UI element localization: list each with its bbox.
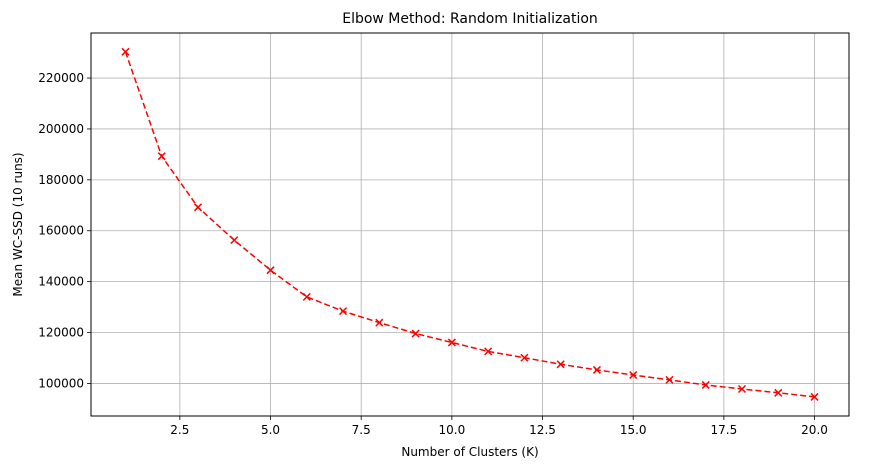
x-tick-label: 17.5 (711, 423, 738, 437)
y-tick-label: 160000 (38, 224, 84, 238)
data-point-marker (629, 370, 638, 380)
x-tick-label: 15.0 (620, 423, 647, 437)
data-point-marker (556, 360, 565, 369)
data-point-marker (375, 318, 384, 327)
data-point-marker (266, 266, 275, 275)
data-point-marker (484, 347, 493, 356)
data-point-marker (157, 152, 166, 161)
series-line (124, 51, 815, 398)
data-point-marker (701, 380, 710, 389)
data-point-marker (193, 203, 203, 212)
grid-lines (91, 33, 849, 416)
x-tick-label: 10.0 (439, 423, 466, 437)
data-point-marker (121, 47, 130, 56)
y-tick-label: 220000 (38, 71, 84, 85)
series-layer (121, 47, 819, 401)
y-tick-label: 200000 (38, 122, 84, 136)
data-point-marker (774, 388, 783, 397)
data-point-marker (592, 365, 601, 374)
data-point-marker (447, 338, 456, 347)
data-point-marker (411, 329, 420, 338)
data-point-marker (230, 236, 239, 245)
data-point-marker (810, 392, 819, 401)
y-tick-label: 180000 (38, 173, 84, 187)
x-tick-label: 20.0 (801, 423, 828, 437)
y-tick-label: 120000 (38, 326, 84, 340)
x-tick-label: 2.5 (170, 423, 189, 437)
x-tick-label: 5.0 (261, 423, 280, 437)
data-point-marker (302, 292, 311, 301)
y-axis-label: Mean WC-SSD (10 runs) (11, 152, 25, 296)
plot-area-frame (90, 32, 850, 417)
y-tick-label: 140000 (38, 275, 84, 289)
x-axis-ticks: 2.5 5.0 7.5 10.0 12.5 15.0 17.5 20.0 (170, 416, 828, 437)
data-point-marker (339, 307, 348, 316)
y-tick-label: 100000 (38, 376, 84, 390)
x-tick-label: 12.5 (529, 423, 556, 437)
x-axis-label: Number of Clusters (K) (401, 445, 538, 459)
chart-title: Elbow Method: Random Initialization (342, 11, 598, 27)
data-point-marker (665, 375, 674, 384)
y-axis-ticks: 100000 120000 140000 160000 180000 200000 2200… (38, 71, 91, 390)
data-point-marker (737, 384, 747, 394)
data-point-marker (520, 353, 529, 362)
x-tick-label: 7.5 (352, 423, 371, 437)
